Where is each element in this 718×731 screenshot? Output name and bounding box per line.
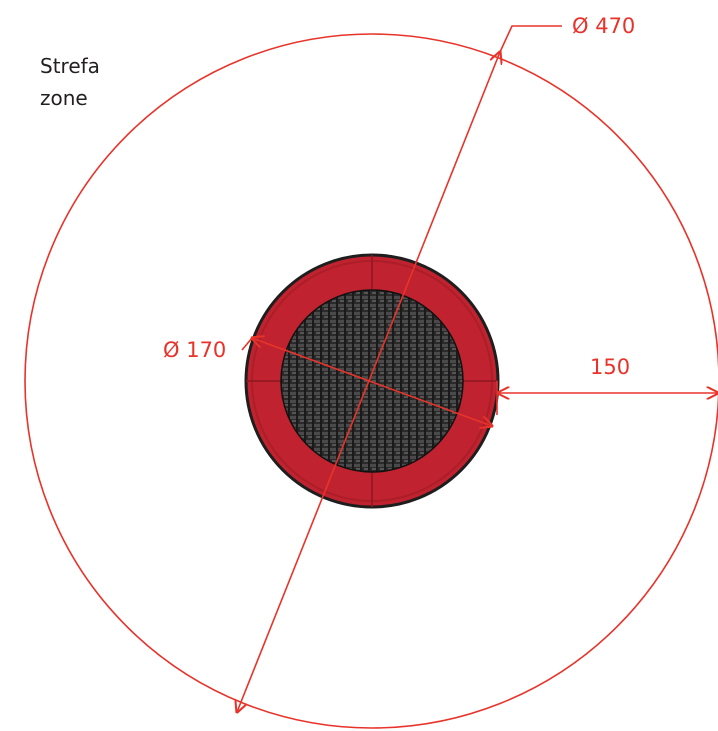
outer-diameter-leader (499, 25, 562, 53)
inner-diameter-line (252, 338, 492, 426)
clearance-dimension: 150 (496, 355, 718, 415)
trampoline (244, 253, 500, 509)
zone-label: Strefa zone (40, 50, 100, 114)
zone-label-line1: Strefa (40, 54, 100, 78)
trampoline-mat (280, 289, 464, 473)
safety-zone-circle (24, 33, 718, 729)
zone-label-line2: zone (40, 86, 88, 110)
inner-diameter-dimension: Ø 170 (163, 338, 492, 426)
outer-diameter-label: Ø 470 (572, 14, 635, 38)
inner-diameter-label: Ø 170 (163, 338, 226, 362)
inner-diameter-leader (241, 337, 253, 351)
clearance-label: 150 (590, 355, 630, 379)
